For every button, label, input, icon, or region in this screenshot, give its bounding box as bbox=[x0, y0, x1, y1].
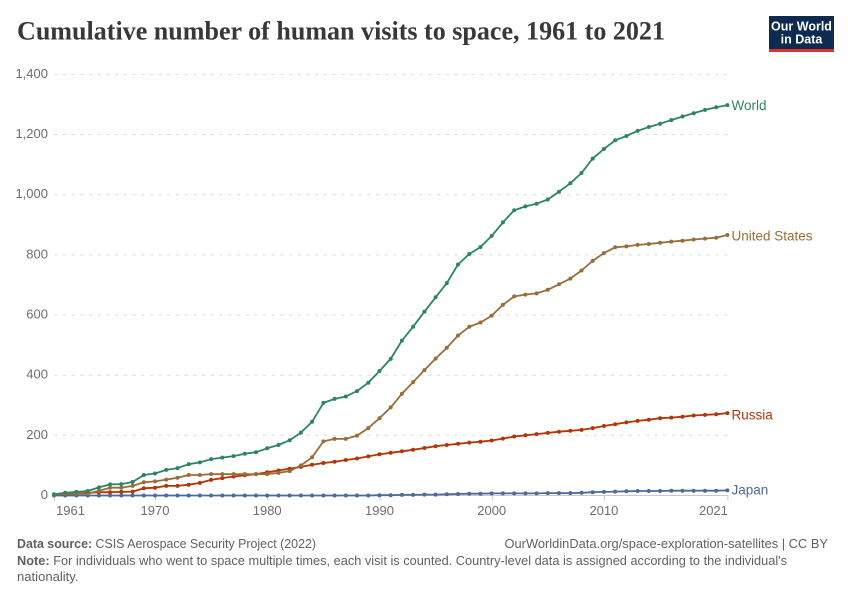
svg-text:nationality.: nationality. bbox=[17, 569, 79, 584]
svg-text:United States: United States bbox=[732, 229, 813, 244]
svg-text:1970: 1970 bbox=[141, 503, 170, 518]
svg-text:2010: 2010 bbox=[589, 503, 618, 518]
svg-text:1980: 1980 bbox=[253, 503, 282, 518]
svg-text:Our World: Our World bbox=[771, 20, 832, 34]
svg-text:Cumulative number of human vis: Cumulative number of human visits to spa… bbox=[17, 17, 665, 46]
svg-text:2021: 2021 bbox=[699, 503, 728, 518]
svg-text:1961: 1961 bbox=[56, 503, 85, 518]
svg-text:0: 0 bbox=[41, 487, 48, 502]
svg-text:World: World bbox=[732, 98, 767, 113]
svg-text:600: 600 bbox=[26, 307, 48, 322]
svg-text:1,000: 1,000 bbox=[15, 186, 48, 201]
svg-text:2000: 2000 bbox=[477, 503, 506, 518]
svg-text:OurWorldinData.org/space-explo: OurWorldinData.org/space-exploration-sat… bbox=[505, 536, 829, 551]
svg-text:Russia: Russia bbox=[732, 408, 774, 423]
svg-text:400: 400 bbox=[26, 367, 48, 382]
svg-text:800: 800 bbox=[26, 246, 48, 261]
svg-text:1990: 1990 bbox=[365, 503, 394, 518]
svg-text:1,400: 1,400 bbox=[15, 66, 48, 81]
svg-text:in Data: in Data bbox=[781, 33, 824, 47]
svg-text:Data source: CSIS Aerospace Se: Data source: CSIS Aerospace Security Pro… bbox=[17, 536, 316, 551]
svg-text:1,200: 1,200 bbox=[15, 126, 48, 141]
svg-text:Japan: Japan bbox=[732, 483, 769, 498]
svg-text:Note: For individuals who went: Note: For individuals who went to space … bbox=[17, 553, 787, 568]
svg-text:200: 200 bbox=[26, 427, 48, 442]
